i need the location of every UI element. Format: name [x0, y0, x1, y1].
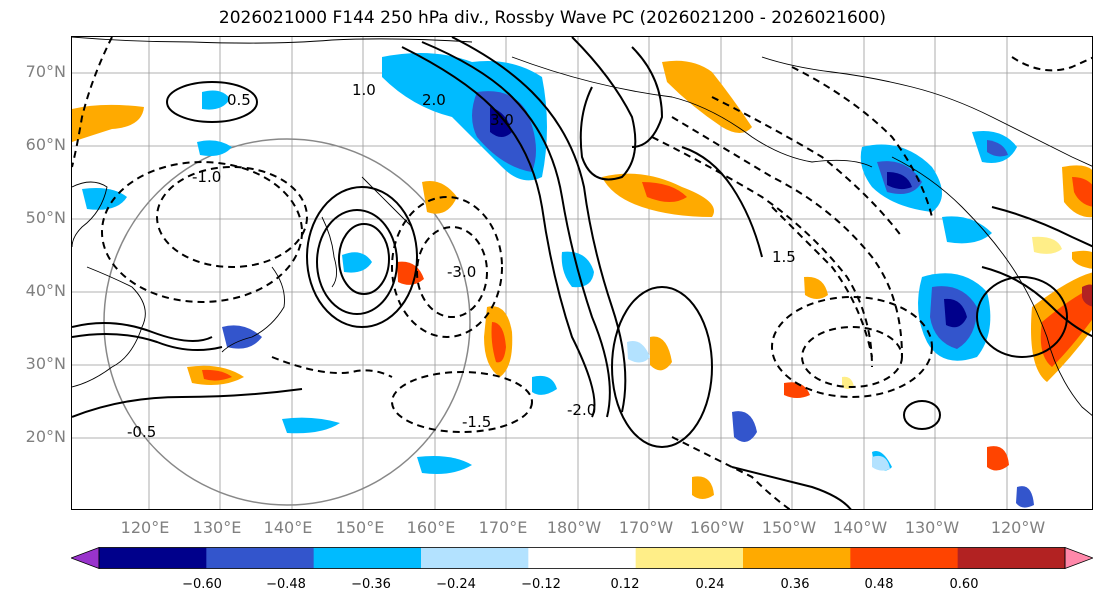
contour-label: -1.0 — [192, 168, 221, 186]
colorbar-tick-label: 0.12 — [610, 577, 640, 592]
lat-label-40n: 40°N — [25, 281, 66, 300]
colorbar-segment — [957, 547, 1066, 569]
colorbar-segment — [99, 547, 207, 569]
colorbar-tick-label: −0.36 — [351, 577, 391, 592]
lon-label-140e: 140°E — [263, 518, 313, 537]
colorbar-tick-label: 0.36 — [780, 577, 810, 592]
map-title: 2026021000 F144 250 hPa div., Rossby Wav… — [218, 8, 887, 28]
contour-label: 1.5 — [772, 248, 796, 266]
colorbar-tick-label: 0.48 — [864, 577, 894, 592]
map-panel[interactable]: 0.5 1.0 2.0 3.0 1.5 -1.0 -0.5 -1.5 -2.0 … — [71, 36, 1093, 510]
colorbar-segment — [421, 547, 529, 569]
lon-label-150e: 150°E — [335, 518, 385, 537]
lon-label-160e: 160°E — [406, 518, 456, 537]
colorbar-tick-label: 0.24 — [695, 577, 725, 592]
lat-label-30n: 30°N — [25, 354, 66, 373]
colorbar-border — [98, 547, 1066, 569]
colorbar-extend-low — [71, 547, 100, 569]
coastlines — [72, 37, 1092, 416]
contour-label: -0.5 — [127, 423, 156, 441]
contour-label: -3.0 — [447, 263, 476, 281]
lat-label-70n: 70°N — [25, 62, 66, 81]
contour-label: 0.5 — [227, 91, 251, 109]
lon-label-130e: 130°E — [192, 518, 242, 537]
contours-positive — [72, 37, 1092, 509]
contour-label: 3.0 — [490, 111, 514, 129]
colorbar-tick-label: 0.60 — [949, 577, 979, 592]
lon-label-150w: 150°W — [761, 518, 817, 537]
lat-label-20n: 20°N — [25, 427, 66, 446]
lon-label-130w: 130°W — [904, 518, 960, 537]
contour-label: 2.0 — [422, 91, 446, 109]
colorbar-segment — [528, 547, 637, 569]
lon-label-170w: 170°W — [618, 518, 674, 537]
lon-label-170e: 170°E — [478, 518, 528, 537]
contour-label: -1.5 — [462, 413, 491, 431]
map-canvas: 0.5 1.0 2.0 3.0 1.5 -1.0 -0.5 -1.5 -2.0 … — [72, 37, 1092, 509]
colorbar-tick-label: −0.12 — [521, 577, 561, 592]
contour-label-group: 0.5 1.0 2.0 3.0 1.5 -1.0 -0.5 -1.5 -2.0 … — [127, 81, 796, 441]
lon-label-120e: 120°E — [120, 518, 170, 537]
colorbar-segment — [850, 547, 959, 569]
colorbar-tick-label: −0.48 — [266, 577, 306, 592]
lon-label-180w: 180°W — [546, 518, 602, 537]
colorbar-segment — [313, 547, 422, 569]
contour-label: 1.0 — [352, 81, 376, 99]
colorbar-tick-label: −0.60 — [182, 577, 222, 592]
lat-label-60n: 60°N — [25, 135, 66, 154]
colorbar-segment — [635, 547, 744, 569]
colorbar-segment — [743, 547, 851, 569]
lon-label-160w: 160°W — [689, 518, 745, 537]
contours-negative — [72, 37, 1092, 509]
lon-label-140w: 140°W — [832, 518, 888, 537]
colorbar-segment — [206, 547, 315, 569]
lat-label-50n: 50°N — [25, 208, 66, 227]
colorbar-extend-high — [1064, 547, 1093, 569]
colorbar-tick-label: −0.24 — [436, 577, 476, 592]
contour-label: -2.0 — [567, 401, 596, 419]
colorbar — [71, 547, 1093, 569]
lon-label-120w: 120°W — [990, 518, 1046, 537]
